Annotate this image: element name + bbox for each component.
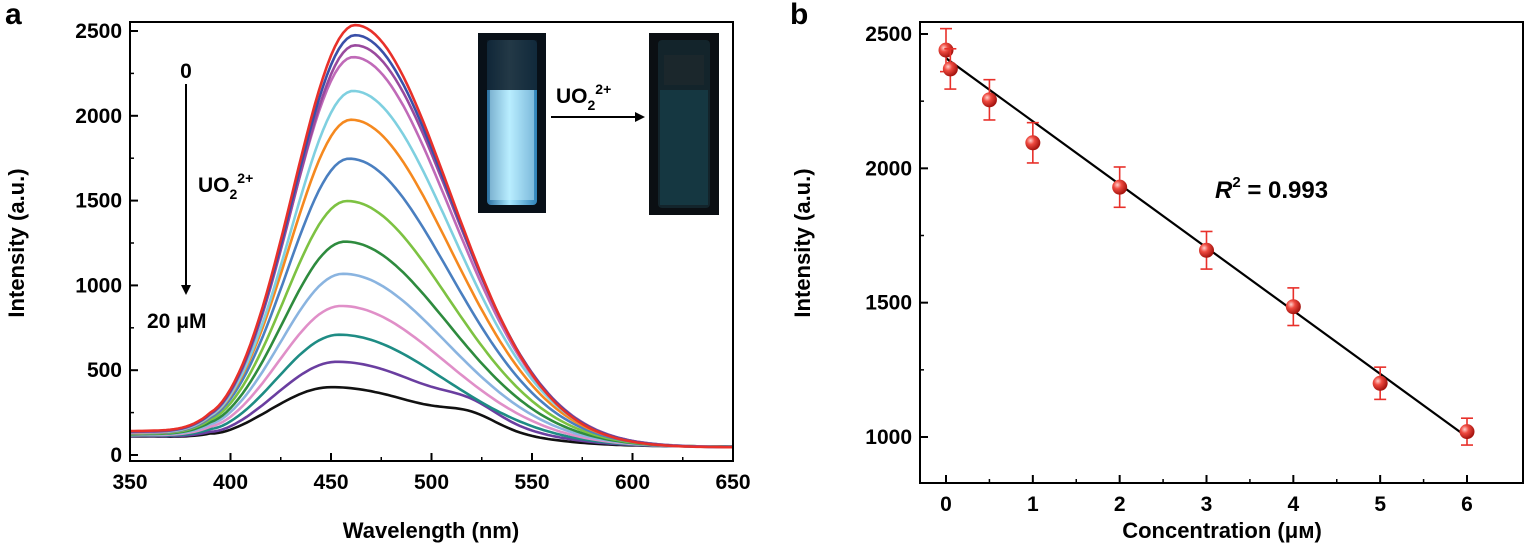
annotation-end-label: 20 μM	[147, 310, 207, 333]
annotation-ion-label: UO22+	[198, 170, 253, 202]
inset-dark-vial	[649, 33, 719, 215]
panel-a-y-tick-label: 0	[110, 444, 122, 467]
panel-a-y-tick-label: 2500	[75, 20, 122, 43]
data-point	[942, 47, 958, 90]
data-marker	[938, 42, 954, 58]
inset-arrow-label: UO22+	[556, 81, 611, 113]
panel-a-y-ticks: 0 500 1000 1500 2000 2500	[75, 20, 138, 467]
panel-a-y-tick-label: 1500	[75, 190, 122, 213]
data-point	[981, 78, 997, 121]
data-marker	[1459, 424, 1475, 440]
data-marker	[942, 61, 958, 77]
panel-a-x-tick-label: 600	[615, 471, 650, 494]
panel-a-x-tick-label: 450	[313, 471, 348, 494]
data-point	[1112, 166, 1128, 209]
data-point	[1025, 121, 1041, 164]
panel-a-x-tick-label: 500	[414, 471, 449, 494]
panel-a-frame	[129, 21, 734, 462]
panel-b-label: b	[790, 0, 808, 31]
panel-b-x-tick-label: 0	[940, 493, 952, 516]
panel-b-x-tick-label: 2	[1114, 493, 1126, 516]
panel-a-y-tick-label: 500	[87, 359, 122, 382]
annotation-start-label: 0	[180, 60, 192, 83]
data-marker	[1285, 299, 1301, 315]
panel-b-x-tick-label: 6	[1461, 493, 1473, 516]
panel-b-x-axis-label: Concentration (μм)	[1122, 518, 1322, 543]
spectrum-line	[129, 118, 733, 449]
spectrum-line	[129, 23, 733, 449]
panel-a-x-ticks: 350 400 450 500 550 600 650	[112, 453, 751, 494]
panel-a-x-axis-label: Wavelength (nm)	[343, 518, 519, 543]
panel-b-y-tick-label: 1500	[865, 292, 912, 315]
panel-b-y-tick-label: 1000	[865, 426, 912, 449]
panel-a-x-tick-label: 400	[213, 471, 248, 494]
panel-b-x-ticks: 0 1 2 3 4 5 6	[940, 475, 1473, 516]
data-point	[1459, 417, 1475, 446]
panel-a-label: a	[5, 0, 22, 31]
data-point	[1199, 230, 1214, 270]
data-marker	[981, 92, 997, 108]
panel-b-x-tick-label: 5	[1374, 493, 1386, 516]
panel-b: b Intensity (a.u.) Concentration (μм) 10…	[790, 0, 1524, 543]
panel-a-x-tick-label: 350	[112, 471, 147, 494]
panel-b-points	[938, 27, 1475, 446]
panel-b-x-tick-label: 3	[1201, 493, 1213, 516]
inset-bright-vial	[478, 33, 546, 213]
panel-a-x-tick-label: 650	[715, 471, 750, 494]
panel-b-y-ticks: 1000 1500 2000 2500	[865, 23, 928, 449]
data-marker	[1025, 135, 1041, 151]
spectrum-line	[129, 272, 734, 448]
panel-a-y-tick-label: 1000	[75, 274, 122, 297]
panel-b-y-tick-label: 2500	[865, 23, 912, 46]
panel-b-x-tick-label: 1	[1027, 493, 1039, 516]
panel-a: a Intensity (a.u.) Wavelength (nm) 0 500 1…	[4, 0, 751, 543]
spectrum-line	[129, 55, 734, 449]
data-marker	[1199, 242, 1214, 258]
r-squared-label: R2 = 0.993	[1215, 174, 1328, 204]
panel-b-y-tick-label: 2000	[865, 157, 912, 180]
data-point	[1285, 287, 1301, 327]
data-marker	[1372, 375, 1388, 391]
data-marker	[1112, 179, 1128, 195]
panel-a-x-tick-label: 550	[514, 471, 549, 494]
panel-b-x-tick-label: 4	[1287, 493, 1299, 516]
data-point	[1372, 366, 1388, 401]
panel-b-frame	[919, 21, 1524, 484]
panel-a-y-axis-label: Intensity (a.u.)	[4, 168, 29, 317]
panel-a-series	[129, 23, 734, 449]
panel-a-y-tick-label: 2000	[75, 105, 122, 128]
panel-b-y-axis-label: Intensity (a.u.)	[790, 168, 815, 317]
